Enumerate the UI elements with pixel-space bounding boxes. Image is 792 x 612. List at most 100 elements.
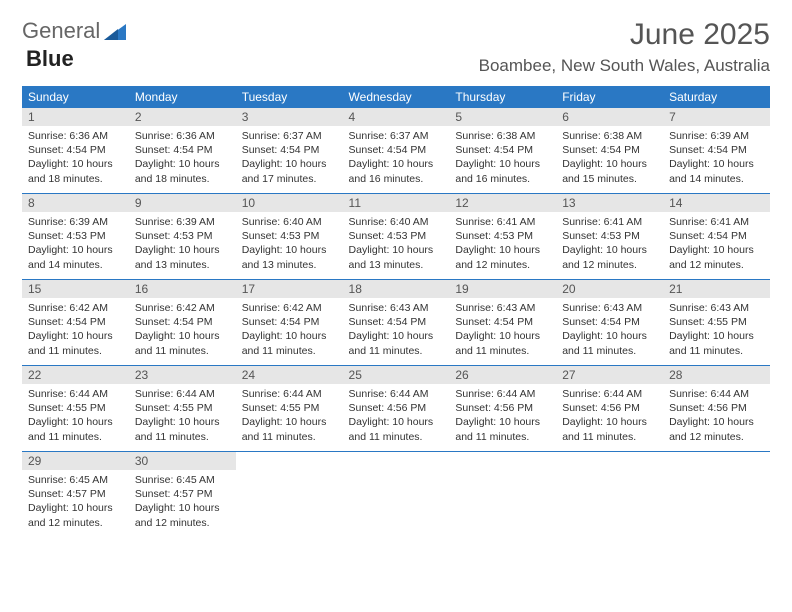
day-number: 27 (556, 366, 663, 384)
calendar-cell: 2Sunrise: 6:36 AMSunset: 4:54 PMDaylight… (129, 108, 236, 194)
calendar-cell: 17Sunrise: 6:42 AMSunset: 4:54 PMDayligh… (236, 280, 343, 366)
weekday-header: Wednesday (343, 86, 450, 108)
day-details: Sunrise: 6:38 AMSunset: 4:54 PMDaylight:… (449, 126, 556, 186)
calendar-page: General June 2025 Boambee, New South Wal… (0, 0, 792, 556)
day-number: 12 (449, 194, 556, 212)
day-details: Sunrise: 6:44 AMSunset: 4:55 PMDaylight:… (129, 384, 236, 444)
day-number: 20 (556, 280, 663, 298)
day-content: 22Sunrise: 6:44 AMSunset: 4:55 PMDayligh… (22, 366, 129, 452)
day-content: 30Sunrise: 6:45 AMSunset: 4:57 PMDayligh… (129, 452, 236, 538)
calendar-cell: 5Sunrise: 6:38 AMSunset: 4:54 PMDaylight… (449, 108, 556, 194)
weekday-header: Friday (556, 86, 663, 108)
calendar-week-row: 22Sunrise: 6:44 AMSunset: 4:55 PMDayligh… (22, 366, 770, 452)
day-content: 5Sunrise: 6:38 AMSunset: 4:54 PMDaylight… (449, 108, 556, 194)
day-number: 5 (449, 108, 556, 126)
day-details: Sunrise: 6:40 AMSunset: 4:53 PMDaylight:… (236, 212, 343, 272)
calendar-cell: 12Sunrise: 6:41 AMSunset: 4:53 PMDayligh… (449, 194, 556, 280)
day-content: 13Sunrise: 6:41 AMSunset: 4:53 PMDayligh… (556, 194, 663, 280)
day-details: Sunrise: 6:44 AMSunset: 4:56 PMDaylight:… (663, 384, 770, 444)
calendar-cell: 14Sunrise: 6:41 AMSunset: 4:54 PMDayligh… (663, 194, 770, 280)
calendar-cell: 9Sunrise: 6:39 AMSunset: 4:53 PMDaylight… (129, 194, 236, 280)
day-content: 7Sunrise: 6:39 AMSunset: 4:54 PMDaylight… (663, 108, 770, 194)
weekday-header: Thursday (449, 86, 556, 108)
day-content: 3Sunrise: 6:37 AMSunset: 4:54 PMDaylight… (236, 108, 343, 194)
calendar-cell (556, 452, 663, 538)
calendar-cell (236, 452, 343, 538)
day-number: 8 (22, 194, 129, 212)
day-details: Sunrise: 6:43 AMSunset: 4:54 PMDaylight:… (449, 298, 556, 358)
day-number: 3 (236, 108, 343, 126)
day-details: Sunrise: 6:43 AMSunset: 4:54 PMDaylight:… (556, 298, 663, 358)
day-content: 19Sunrise: 6:43 AMSunset: 4:54 PMDayligh… (449, 280, 556, 366)
day-content: 28Sunrise: 6:44 AMSunset: 4:56 PMDayligh… (663, 366, 770, 452)
day-details: Sunrise: 6:37 AMSunset: 4:54 PMDaylight:… (343, 126, 450, 186)
calendar-cell: 25Sunrise: 6:44 AMSunset: 4:56 PMDayligh… (343, 366, 450, 452)
calendar-cell: 22Sunrise: 6:44 AMSunset: 4:55 PMDayligh… (22, 366, 129, 452)
day-details: Sunrise: 6:44 AMSunset: 4:55 PMDaylight:… (236, 384, 343, 444)
day-content: 9Sunrise: 6:39 AMSunset: 4:53 PMDaylight… (129, 194, 236, 280)
day-content: 16Sunrise: 6:42 AMSunset: 4:54 PMDayligh… (129, 280, 236, 366)
calendar-head: SundayMondayTuesdayWednesdayThursdayFrid… (22, 86, 770, 108)
day-details: Sunrise: 6:45 AMSunset: 4:57 PMDaylight:… (129, 470, 236, 530)
calendar-cell: 16Sunrise: 6:42 AMSunset: 4:54 PMDayligh… (129, 280, 236, 366)
calendar-cell: 11Sunrise: 6:40 AMSunset: 4:53 PMDayligh… (343, 194, 450, 280)
day-details: Sunrise: 6:37 AMSunset: 4:54 PMDaylight:… (236, 126, 343, 186)
calendar-cell: 23Sunrise: 6:44 AMSunset: 4:55 PMDayligh… (129, 366, 236, 452)
brand-text-1: General (22, 18, 100, 44)
day-details: Sunrise: 6:39 AMSunset: 4:53 PMDaylight:… (129, 212, 236, 272)
brand-triangle-icon (104, 24, 126, 40)
day-details: Sunrise: 6:43 AMSunset: 4:55 PMDaylight:… (663, 298, 770, 358)
calendar-week-row: 8Sunrise: 6:39 AMSunset: 4:53 PMDaylight… (22, 194, 770, 280)
calendar-cell: 21Sunrise: 6:43 AMSunset: 4:55 PMDayligh… (663, 280, 770, 366)
day-details: Sunrise: 6:39 AMSunset: 4:54 PMDaylight:… (663, 126, 770, 186)
day-content: 15Sunrise: 6:42 AMSunset: 4:54 PMDayligh… (22, 280, 129, 366)
day-number: 7 (663, 108, 770, 126)
day-content: 26Sunrise: 6:44 AMSunset: 4:56 PMDayligh… (449, 366, 556, 452)
day-details: Sunrise: 6:41 AMSunset: 4:53 PMDaylight:… (556, 212, 663, 272)
calendar-cell: 26Sunrise: 6:44 AMSunset: 4:56 PMDayligh… (449, 366, 556, 452)
location-text: Boambee, New South Wales, Australia (479, 56, 770, 76)
day-content: 23Sunrise: 6:44 AMSunset: 4:55 PMDayligh… (129, 366, 236, 452)
calendar-cell: 18Sunrise: 6:43 AMSunset: 4:54 PMDayligh… (343, 280, 450, 366)
day-content: 4Sunrise: 6:37 AMSunset: 4:54 PMDaylight… (343, 108, 450, 194)
day-details: Sunrise: 6:44 AMSunset: 4:56 PMDaylight:… (343, 384, 450, 444)
day-details: Sunrise: 6:36 AMSunset: 4:54 PMDaylight:… (129, 126, 236, 186)
day-content: 12Sunrise: 6:41 AMSunset: 4:53 PMDayligh… (449, 194, 556, 280)
day-number: 26 (449, 366, 556, 384)
day-details: Sunrise: 6:41 AMSunset: 4:54 PMDaylight:… (663, 212, 770, 272)
calendar-cell: 20Sunrise: 6:43 AMSunset: 4:54 PMDayligh… (556, 280, 663, 366)
day-number: 16 (129, 280, 236, 298)
weekday-header: Monday (129, 86, 236, 108)
calendar-cell: 13Sunrise: 6:41 AMSunset: 4:53 PMDayligh… (556, 194, 663, 280)
day-content: 8Sunrise: 6:39 AMSunset: 4:53 PMDaylight… (22, 194, 129, 280)
day-number: 17 (236, 280, 343, 298)
day-content: 25Sunrise: 6:44 AMSunset: 4:56 PMDayligh… (343, 366, 450, 452)
calendar-cell: 27Sunrise: 6:44 AMSunset: 4:56 PMDayligh… (556, 366, 663, 452)
calendar-cell: 6Sunrise: 6:38 AMSunset: 4:54 PMDaylight… (556, 108, 663, 194)
calendar-cell: 30Sunrise: 6:45 AMSunset: 4:57 PMDayligh… (129, 452, 236, 538)
day-content: 1Sunrise: 6:36 AMSunset: 4:54 PMDaylight… (22, 108, 129, 194)
day-content: 14Sunrise: 6:41 AMSunset: 4:54 PMDayligh… (663, 194, 770, 280)
day-number: 23 (129, 366, 236, 384)
day-number: 4 (343, 108, 450, 126)
day-details: Sunrise: 6:42 AMSunset: 4:54 PMDaylight:… (236, 298, 343, 358)
day-content: 21Sunrise: 6:43 AMSunset: 4:55 PMDayligh… (663, 280, 770, 366)
calendar-cell: 7Sunrise: 6:39 AMSunset: 4:54 PMDaylight… (663, 108, 770, 194)
day-details: Sunrise: 6:39 AMSunset: 4:53 PMDaylight:… (22, 212, 129, 272)
day-content: 6Sunrise: 6:38 AMSunset: 4:54 PMDaylight… (556, 108, 663, 194)
calendar-cell (449, 452, 556, 538)
weekday-header: Saturday (663, 86, 770, 108)
day-number: 10 (236, 194, 343, 212)
calendar-cell: 19Sunrise: 6:43 AMSunset: 4:54 PMDayligh… (449, 280, 556, 366)
calendar-cell: 10Sunrise: 6:40 AMSunset: 4:53 PMDayligh… (236, 194, 343, 280)
day-number: 29 (22, 452, 129, 470)
day-details: Sunrise: 6:42 AMSunset: 4:54 PMDaylight:… (22, 298, 129, 358)
day-number: 13 (556, 194, 663, 212)
day-details: Sunrise: 6:44 AMSunset: 4:56 PMDaylight:… (556, 384, 663, 444)
calendar-cell: 3Sunrise: 6:37 AMSunset: 4:54 PMDaylight… (236, 108, 343, 194)
day-content: 10Sunrise: 6:40 AMSunset: 4:53 PMDayligh… (236, 194, 343, 280)
calendar-week-row: 1Sunrise: 6:36 AMSunset: 4:54 PMDaylight… (22, 108, 770, 194)
day-number: 2 (129, 108, 236, 126)
calendar-cell (663, 452, 770, 538)
day-number: 30 (129, 452, 236, 470)
